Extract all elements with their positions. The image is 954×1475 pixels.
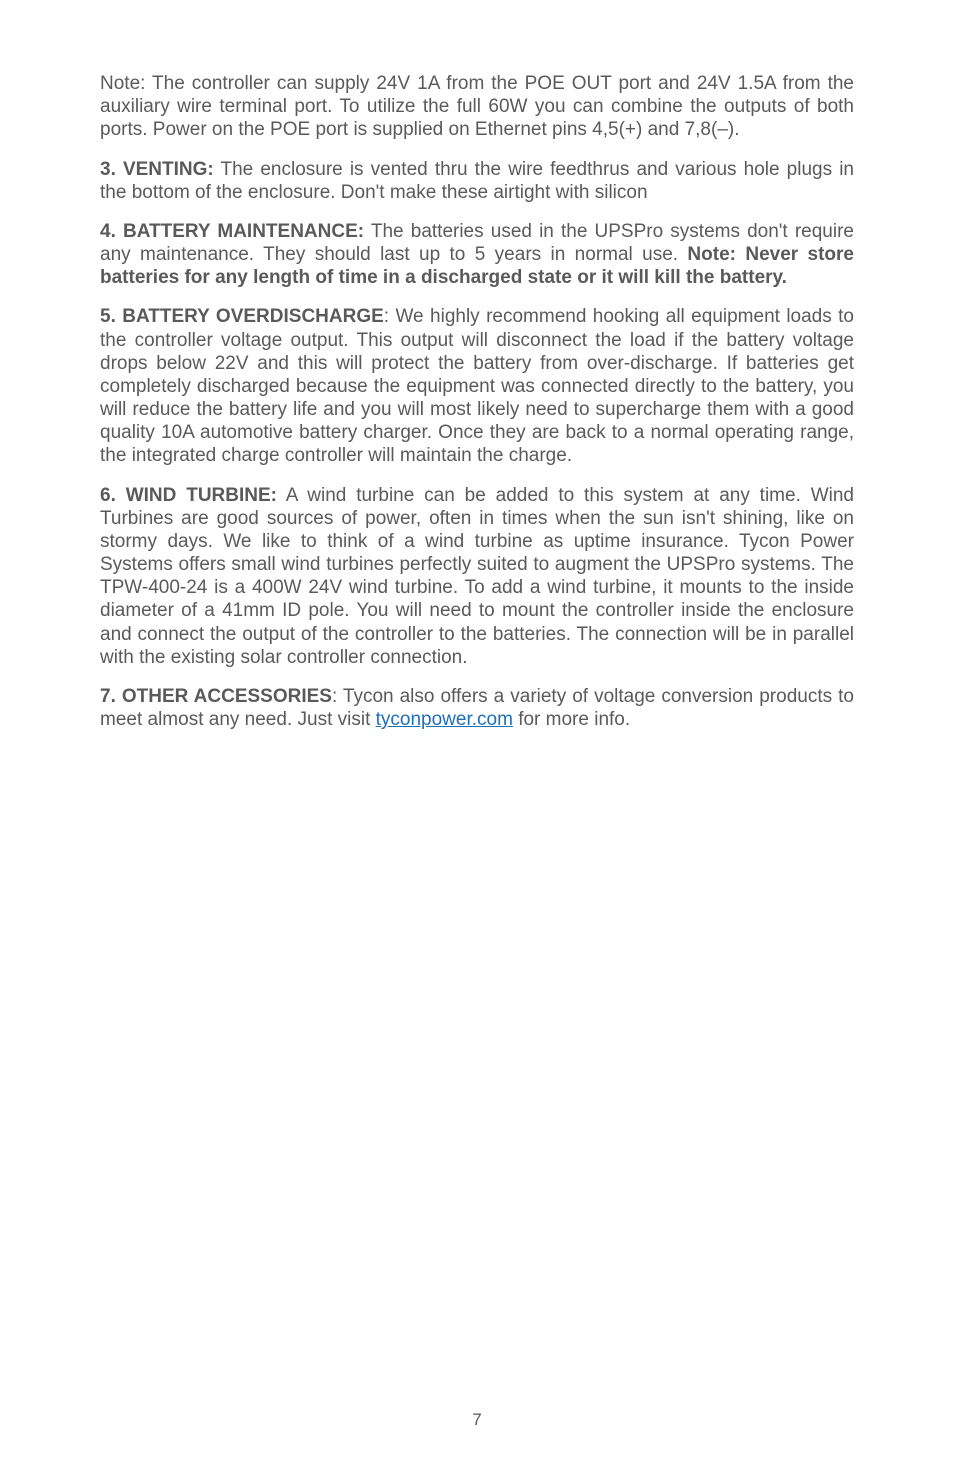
body-text: Note: The controller can supply 24V 1A f…	[100, 73, 854, 140]
section-label: 6. WIND TURBINE:	[100, 485, 277, 506]
paragraph-wind-turbine: 6. WIND TURBINE: A wind turbine can be a…	[100, 484, 854, 669]
paragraph-battery-maintenance: 4. BATTERY MAINTENANCE: The batteries us…	[100, 220, 854, 290]
page-number: 7	[0, 1410, 954, 1431]
section-label: 3. VENTING:	[100, 159, 214, 180]
document-page: Note: The controller can supply 24V 1A f…	[0, 0, 954, 1475]
section-label: 7. OTHER ACCESSORIES	[100, 686, 332, 707]
paragraph-note: Note: The controller can supply 24V 1A f…	[100, 72, 854, 142]
paragraph-other-accessories: 7. OTHER ACCESSORIES: Tycon also offers …	[100, 685, 854, 731]
body-text: : We highly recommend hooking all equipm…	[100, 306, 854, 466]
paragraph-venting: 3. VENTING: The enclosure is vented thru…	[100, 158, 854, 204]
link-tyconpower[interactable]: tyconpower.com	[376, 709, 513, 730]
body-text: The enclosure is vented thru the wire fe…	[100, 159, 854, 203]
body-text: for more info.	[513, 709, 630, 730]
section-label: 4. BATTERY MAINTENANCE:	[100, 221, 364, 242]
paragraph-battery-overdischarge: 5. BATTERY OVERDISCHARGE: We highly reco…	[100, 305, 854, 467]
section-label: 5. BATTERY OVERDISCHARGE	[100, 306, 384, 327]
body-text: A wind turbine can be added to this syst…	[100, 485, 854, 668]
